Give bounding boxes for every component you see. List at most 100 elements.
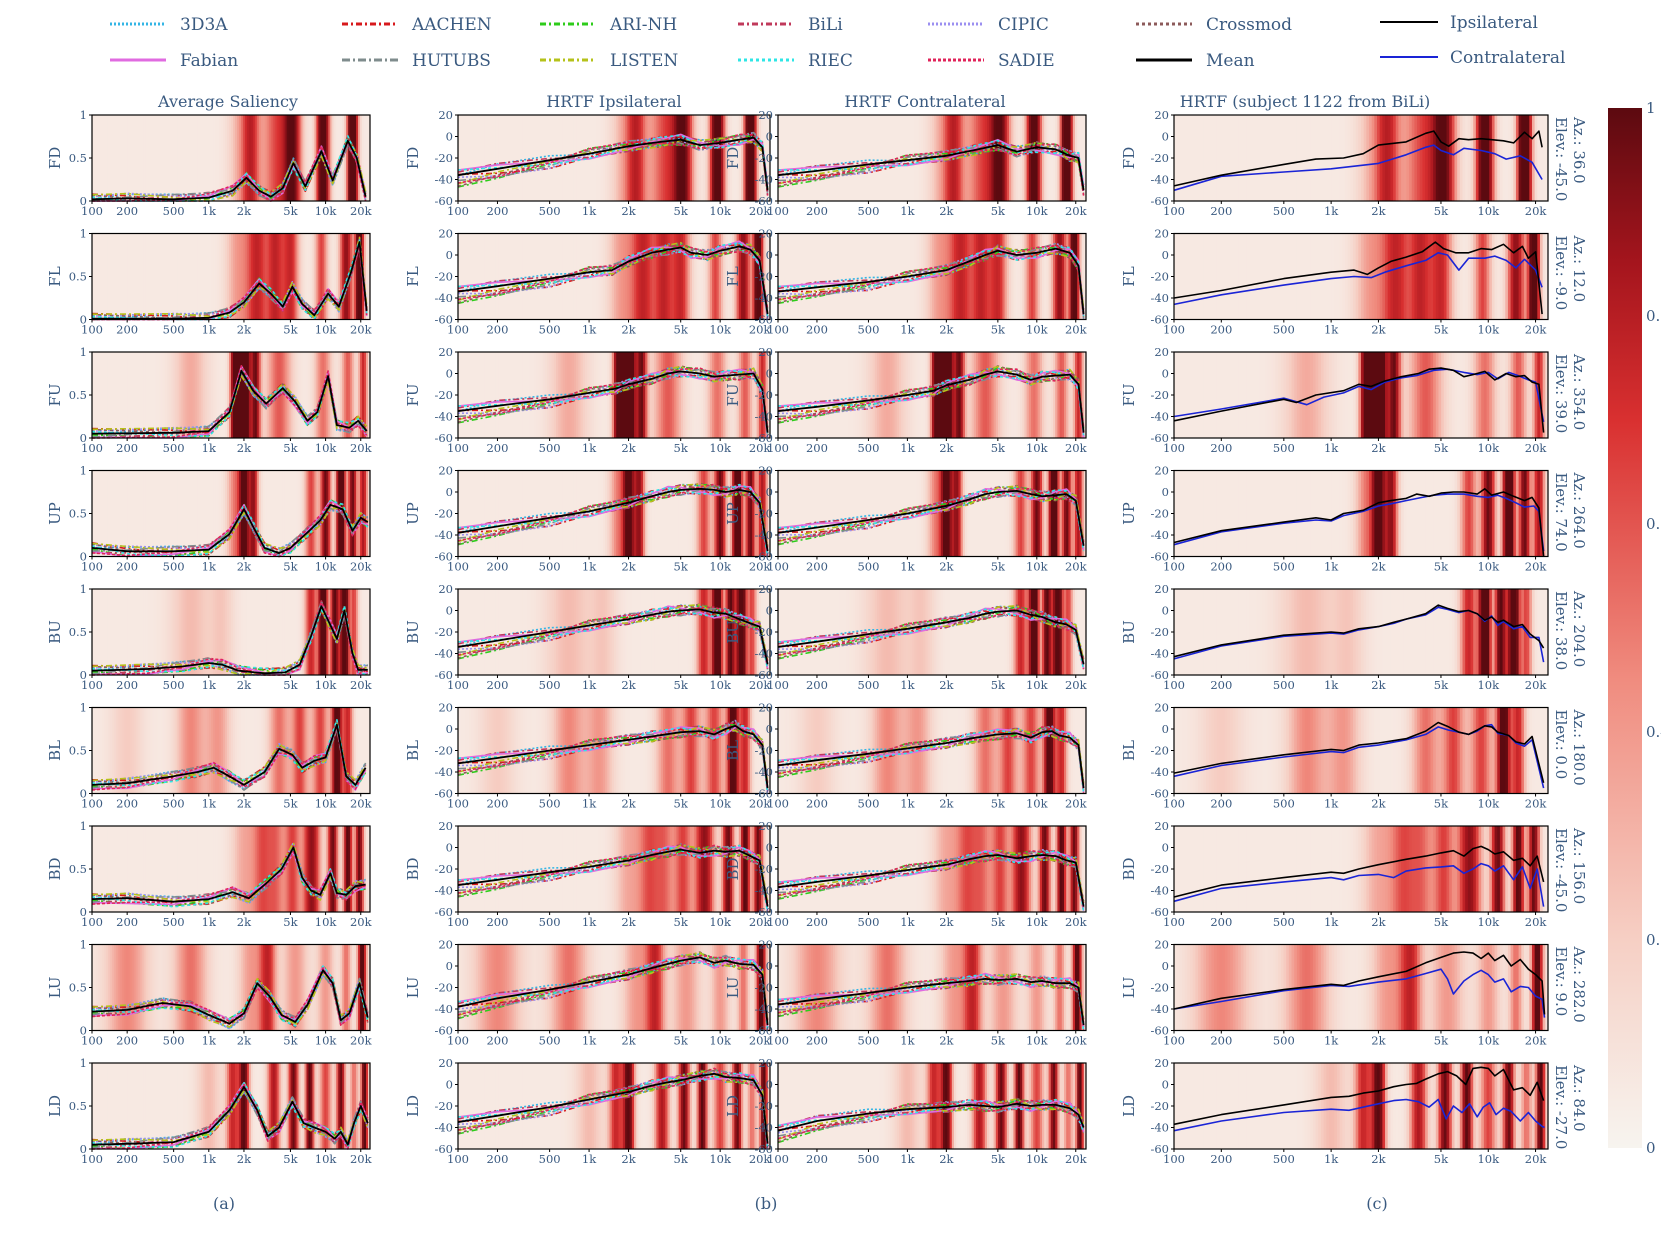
saliency-strip [645, 470, 649, 557]
saliency-strip [596, 115, 599, 201]
saliency-strip [1232, 589, 1237, 675]
saliency-strip [1174, 233, 1178, 320]
saliency-strip [1382, 470, 1386, 557]
saliency-strip [1387, 470, 1391, 557]
saliency-strip [328, 470, 331, 557]
x-tick-label: 5k [991, 204, 1006, 218]
saliency-strip [163, 707, 167, 794]
saliency-strip [791, 233, 794, 320]
saliency-strip [231, 470, 234, 557]
saliency-strip [1369, 470, 1373, 557]
saliency-strip [223, 707, 226, 794]
saliency-strip [193, 352, 196, 438]
saliency-strip [609, 589, 613, 675]
saliency-strip [1473, 352, 1477, 438]
saliency-strip [1070, 115, 1074, 201]
dataset-curve-riec [777, 139, 1085, 188]
saliency-strip [522, 115, 526, 201]
saliency-strip [824, 115, 827, 201]
saliency-strip [332, 470, 335, 557]
saliency-strip [1312, 589, 1317, 675]
x-tick-label: 200 [116, 678, 138, 692]
x-tick-label: 20k [1525, 797, 1548, 811]
saliency-strip [1270, 707, 1274, 794]
saliency-strip [300, 826, 304, 912]
saliency-strip [551, 115, 555, 201]
saliency-strip [509, 115, 513, 201]
saliency-strip [861, 470, 865, 557]
saliency-strip [784, 707, 788, 794]
saliency-strip [227, 470, 230, 557]
saliency-strip [947, 589, 951, 675]
saliency-strip [518, 115, 521, 201]
saliency-strip [778, 826, 781, 912]
saliency-strip [336, 470, 339, 557]
saliency-strip [654, 707, 657, 794]
saliency-strip [879, 352, 882, 438]
saliency-strip [366, 589, 369, 675]
saliency-strip [227, 707, 230, 794]
saliency-strip [141, 115, 145, 201]
mean-curve [457, 136, 769, 191]
saliency-strip [822, 826, 825, 912]
saliency-strip [844, 233, 847, 320]
saliency-strip [354, 470, 357, 557]
saliency-strip [1066, 589, 1069, 675]
saliency-strip [614, 352, 617, 438]
saliency-strip [1288, 233, 1293, 320]
saliency-strip [808, 707, 812, 794]
saliency-strip [998, 233, 1001, 320]
saliency-strip [252, 233, 256, 320]
x-tick-label: 5k [991, 560, 1006, 574]
saliency-strip [1299, 352, 1303, 438]
saliency-strip [105, 115, 109, 201]
saliency-strip [113, 352, 117, 438]
saliency-strip [1270, 352, 1274, 438]
saliency-strip [958, 233, 962, 320]
saliency-strip [1369, 233, 1373, 320]
saliency-strip [334, 352, 337, 438]
saliency-strip [93, 470, 97, 557]
saliency-strip [1208, 707, 1212, 794]
saliency-strip [185, 707, 188, 794]
saliency-strip [892, 826, 896, 912]
saliency-strip [225, 115, 228, 201]
saliency-strip [1195, 352, 1199, 438]
saliency-strip [1246, 115, 1250, 201]
saliency-strip [356, 707, 359, 794]
saliency-strip [1545, 826, 1549, 912]
saliency-strip [1079, 707, 1083, 794]
saliency-strip [780, 589, 783, 675]
saliency-strip [533, 115, 537, 201]
saliency-strip [984, 470, 988, 557]
saliency-strip [743, 115, 747, 201]
saliency-strip [1433, 470, 1437, 557]
saliency-strip [1184, 826, 1188, 912]
saliency-strip [1256, 233, 1261, 320]
saliency-strip [685, 589, 689, 675]
saliency-strip [800, 707, 803, 794]
saliency-strip [616, 115, 620, 201]
saliency-strip [500, 233, 504, 320]
legend-label-ari-nh: ARI-NH [609, 15, 677, 35]
saliency-strip [141, 233, 145, 320]
x-tick-label: 5k [674, 323, 689, 337]
saliency-strip [129, 233, 133, 320]
saliency-strip [223, 826, 226, 912]
saliency-strip [945, 115, 948, 201]
saliency-strip [296, 707, 300, 794]
saliency-strip [207, 352, 210, 438]
x-tick-label: 20k [350, 797, 373, 811]
dataset-curve-aachen [457, 483, 769, 557]
saliency-strip [360, 589, 363, 675]
saliency-strip [298, 589, 302, 675]
saliency-strip [1048, 352, 1052, 438]
elevation-label: Elev.: -45.0 [1552, 117, 1570, 201]
saliency-strip [1057, 470, 1061, 557]
saliency-strip [703, 589, 706, 675]
x-tick-label: 20k [749, 323, 772, 337]
saliency-strip [1216, 352, 1221, 438]
saliency-strip [1406, 470, 1410, 557]
row-label-bu: BU [724, 620, 742, 644]
saliency-strip [1390, 352, 1394, 438]
